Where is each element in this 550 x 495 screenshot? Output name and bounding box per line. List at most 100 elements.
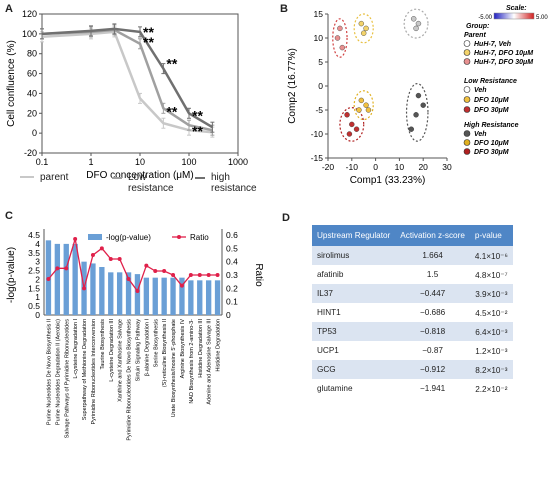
- y-tick-label: 100: [22, 29, 37, 39]
- legend-label: Low resistance: [128, 172, 174, 194]
- data-point: [360, 30, 367, 36]
- table-row: TP53 −0.818 6.4×10⁻³: [312, 322, 513, 341]
- table-row: HINT1 −0.686 4.5×10⁻²: [312, 303, 513, 322]
- ratio-point: [197, 273, 202, 277]
- group-item-label: DFO 30μM: [474, 149, 509, 156]
- table-cell: 3.9×10⁻³: [469, 284, 513, 303]
- data-point: [410, 16, 417, 22]
- ratio-point: [188, 273, 193, 277]
- data-point: [358, 97, 365, 104]
- panel-label-b: B: [280, 3, 288, 15]
- series-line: [41, 28, 213, 132]
- table-row: sirolimus 1.664 4.1×10⁻⁶: [312, 246, 513, 265]
- y-left-tick-label: 2: [35, 274, 40, 284]
- y-tick-label: 120: [22, 9, 37, 19]
- category-label: Histidine Degradation III: [198, 319, 204, 378]
- category-label: Serine Biosynthesis: [153, 319, 159, 368]
- data-point: [339, 44, 345, 51]
- data-point: [420, 102, 426, 108]
- table-cell: −0.686: [395, 303, 470, 322]
- data-point: [356, 107, 362, 113]
- table-cell: −0.912: [395, 360, 470, 379]
- panel-label-c: C: [5, 210, 13, 222]
- bar: [99, 267, 105, 315]
- data-point: [363, 102, 369, 108]
- table-row: UCP1 −0.87 1.2×10⁻³: [312, 341, 513, 360]
- table-row: afatinib 1.5 4.8×10⁻⁷: [312, 265, 513, 284]
- category-label: NAD Biosynthesis from 2-amino-3-: [189, 319, 195, 404]
- group-swatch: [463, 139, 471, 146]
- table-cell: 4.5×10⁻²: [469, 303, 513, 322]
- cluster-outline: [339, 107, 365, 142]
- bar: [116, 272, 123, 315]
- legend-swatch: [112, 177, 122, 179]
- ratio-point: [135, 289, 140, 293]
- y-left-tick-label: 3: [35, 257, 40, 267]
- y-tick-label: 0: [32, 128, 37, 138]
- legend-item-high-resistance: high resistance: [195, 172, 270, 194]
- significance-star: **: [166, 56, 177, 72]
- category-label: Sirtuin Signaling Pathway: [135, 319, 141, 382]
- x-tick-label: 100: [181, 157, 196, 167]
- bar: [179, 277, 185, 315]
- data-point: [334, 35, 341, 41]
- bar: [197, 280, 203, 315]
- table-header-row: Upstream Regulator Activation z-score p-va…: [312, 225, 513, 246]
- legend-swatch: [195, 177, 205, 179]
- table-cell: TP53: [312, 322, 396, 341]
- ratio-point: [55, 266, 60, 271]
- category-label: Purine Nucleotides De Novo Biosynthesis …: [46, 319, 52, 426]
- confluence-chart: 120 100 80 60 40 20 0 -200.1 1 10 100 1000 Cell conf…: [6, 9, 248, 181]
- table-cell: 6.4×10⁻³: [469, 322, 513, 341]
- cluster-outline: [353, 13, 374, 44]
- table-cell: 2.2×10⁻²: [469, 379, 513, 398]
- scale-min-label: -5.00: [478, 15, 492, 21]
- significance-star: **: [192, 107, 203, 123]
- y-left-title: -log(p-value): [6, 247, 17, 303]
- ratio-point: [162, 269, 167, 273]
- table-cell: −1.941: [395, 379, 470, 398]
- scale-title: Scale:: [506, 5, 527, 12]
- y-tick-label: 10: [314, 33, 324, 43]
- ratio-line: [48, 238, 218, 293]
- legend-item-low-resistance: Low resistance: [112, 172, 182, 194]
- legend-swatch: [20, 176, 34, 179]
- cluster-outline: [405, 83, 429, 142]
- category-label: L-cysteine Degradation III: [109, 319, 115, 382]
- significance-star: **: [192, 123, 203, 139]
- data-point: [363, 25, 369, 32]
- group-swatch: [463, 40, 471, 47]
- y-axis-title: Comp2 (16.77%): [287, 48, 298, 124]
- scale-bar: [493, 12, 535, 20]
- ratio-point: [117, 257, 122, 261]
- scale-max-label: 5.00: [536, 15, 548, 21]
- y-tick-label: 60: [27, 69, 37, 79]
- bar: [72, 243, 78, 315]
- data-point: [346, 131, 353, 137]
- y-tick-label: 40: [27, 88, 37, 98]
- group-heading: Low Resistance: [464, 78, 517, 85]
- table-row: IL37 −0.447 3.9×10⁻³: [312, 284, 513, 303]
- bar: [63, 243, 69, 315]
- group-swatch: [463, 148, 471, 155]
- significance-star: **: [143, 24, 154, 40]
- category-label: Adenine and Adenosine Salvage III: [207, 319, 213, 405]
- x-tick-label: 1: [88, 157, 93, 167]
- y-left-tick-label: 1.5: [28, 283, 40, 293]
- y-right-tick-label: 0.3: [226, 270, 238, 280]
- significance-star: **: [143, 34, 154, 50]
- data-point: [415, 92, 422, 99]
- bar: [125, 272, 132, 315]
- group-swatch: [463, 130, 471, 137]
- data-point: [337, 25, 343, 32]
- y-right-tick-label: 0.5: [226, 243, 238, 253]
- upstream-regulator-table: Upstream Regulator Activation z-score p-va…: [312, 225, 513, 398]
- ratio-point: [144, 263, 149, 268]
- group-item-label: HuH-7, DFO 30μM: [474, 59, 533, 66]
- ratio-point: [46, 277, 51, 281]
- y-tick-label: -15: [311, 153, 324, 163]
- bar: [54, 243, 61, 315]
- y-left-tick-label: 2.5: [28, 266, 40, 276]
- group-heading: Parent: [464, 32, 486, 39]
- pca-plot: -20 -10 0 10 20 30 15 10 5 0 -5 -10 -15 Comp1 (33.23%…: [287, 5, 548, 186]
